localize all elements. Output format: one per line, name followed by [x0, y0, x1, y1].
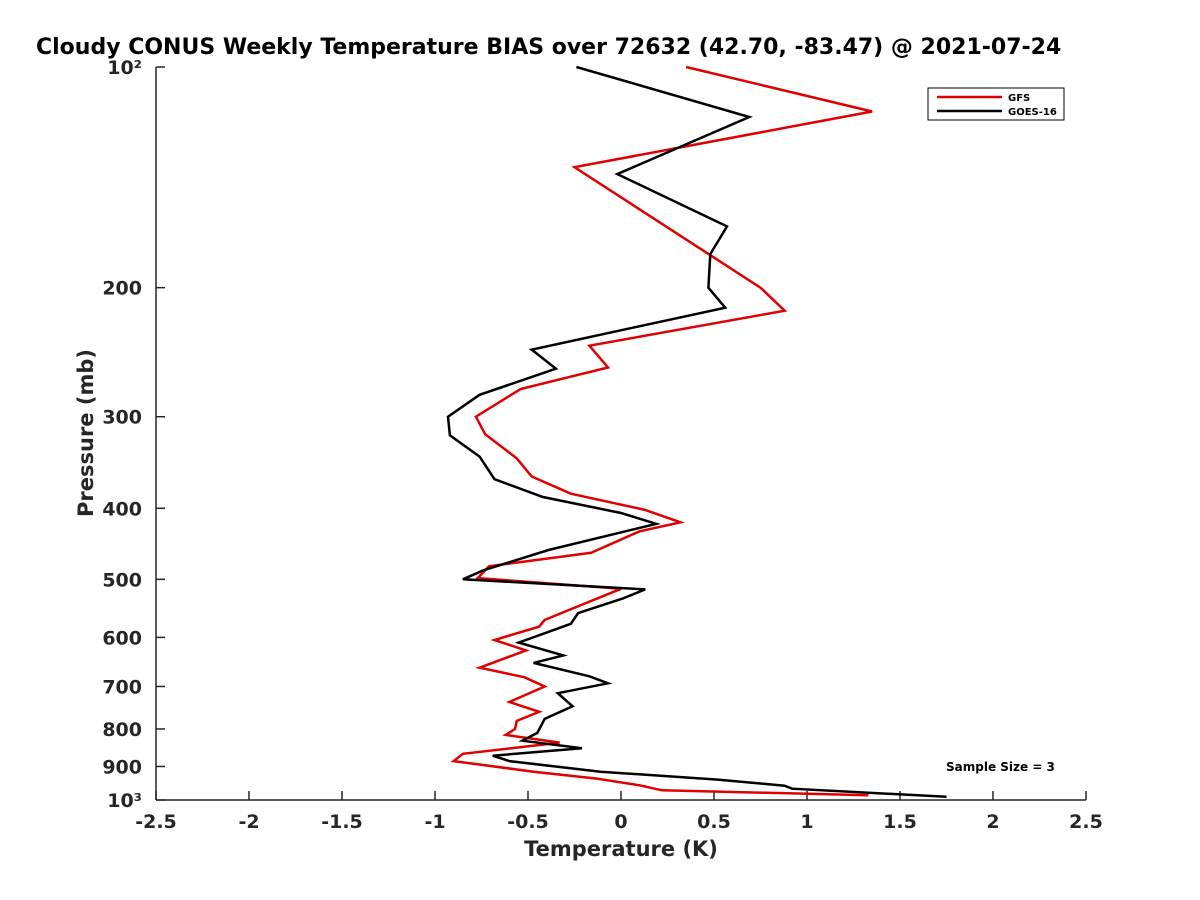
- x-axis-label: Temperature (K): [524, 837, 718, 861]
- x-tick-label: 2.5: [1069, 811, 1103, 833]
- legend-box: [927, 87, 1065, 121]
- series-line-goes16: [446, 65, 947, 799]
- legend-label-gfs: GFS: [1008, 93, 1030, 104]
- x-tick-label: 1.5: [883, 811, 917, 833]
- chart-title: Cloudy CONUS Weekly Temperature BIAS ove…: [36, 35, 1061, 60]
- x-tick-label: -0.5: [507, 811, 549, 833]
- legend: GFS GOES-16: [927, 87, 1065, 121]
- x-tick-label: 2: [986, 811, 999, 833]
- x-tick-label: -2: [238, 811, 259, 833]
- series-lines: [446, 65, 947, 799]
- x-tick-label: 0: [614, 811, 627, 833]
- y-tick-label: 800: [102, 719, 142, 741]
- series-line-gfs: [450, 65, 873, 797]
- y-tick-label: 400: [102, 498, 142, 520]
- sample-size-annotation: Sample Size = 3: [946, 760, 1055, 774]
- y-tick-label: 200: [102, 278, 142, 300]
- y-axis-label: Pressure (mb): [74, 349, 98, 517]
- y-tick-label: 900: [102, 756, 142, 778]
- x-tick-label: 1: [800, 811, 813, 833]
- y-tick-label: 500: [102, 569, 142, 591]
- y-tick-label: 10³: [107, 790, 142, 812]
- x-axis-ticks: -2.5 -2 -1.5 -1 -0.5 0 0.5 1 1.5 2 2.5: [135, 791, 1103, 833]
- y-tick-label: 300: [102, 407, 142, 429]
- x-tick-label: -1.5: [321, 811, 363, 833]
- y-tick-label: 600: [102, 627, 142, 649]
- y-tick-label: 10²: [107, 57, 142, 79]
- x-tick-label: 0.5: [697, 811, 731, 833]
- legend-label-goes16: GOES-16: [1008, 107, 1057, 118]
- y-axis-ticks: 10² 200 300 400 500 600 700 800 900 10³: [102, 57, 165, 812]
- y-tick-label: 700: [102, 676, 142, 698]
- x-tick-label: -1: [424, 811, 445, 833]
- x-tick-label: -2.5: [135, 811, 177, 833]
